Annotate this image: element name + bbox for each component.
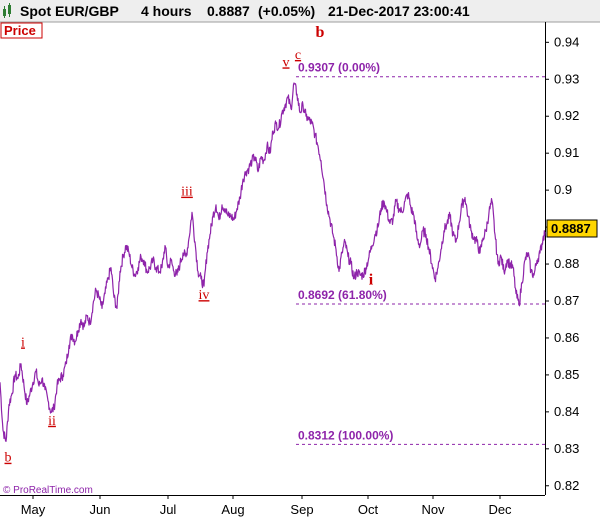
candle-icon <box>3 3 11 18</box>
x-tick-label: Oct <box>358 502 379 517</box>
y-tick-label: 0.94 <box>554 34 579 49</box>
header-datetime: 21-Dec-2017 23:00:41 <box>328 3 470 19</box>
x-tick-label: Jul <box>160 502 177 517</box>
fib-level-label: 0.8312 (100.00%) <box>298 428 393 442</box>
wave-label: ii <box>48 414 56 429</box>
y-tick-label: 0.82 <box>554 478 579 493</box>
y-tick-label: 0.84 <box>554 404 579 419</box>
last-price: 0.8887 <box>207 3 250 19</box>
wave-label: v <box>283 55 290 70</box>
fib-level-label: 0.9307 (0.00%) <box>298 61 380 75</box>
x-tick-label: Jun <box>90 502 111 517</box>
y-tick-label: 0.87 <box>554 293 579 308</box>
y-tick-label: 0.86 <box>554 330 579 345</box>
series-layer <box>0 82 546 442</box>
wave-label: b <box>5 451 12 466</box>
panel-label: Price <box>4 23 36 38</box>
panel-label-box <box>0 22 43 39</box>
y-tick-label: 0.85 <box>554 367 579 382</box>
x-tick-label: Dec <box>488 502 512 517</box>
x-tick-label: May <box>21 502 46 517</box>
y-tick-label: 0.88 <box>554 256 579 271</box>
x-tick-label: Nov <box>421 502 445 517</box>
header-bar <box>0 0 600 22</box>
price-badge-text: 0.8887 <box>551 221 591 236</box>
y-tick-label: 0.93 <box>554 71 579 86</box>
y-tick-label: 0.92 <box>554 108 579 123</box>
x-axis: May Jun Jul Aug Sep Oct Nov Dec <box>21 495 512 517</box>
y-tick-label: 0.83 <box>554 441 579 456</box>
copyright: © ProRealTime.com <box>3 485 93 496</box>
y-tick-label: 0.9 <box>554 182 572 197</box>
wave-label: iv <box>199 288 210 303</box>
fibonacci-levels: 0.9307 (0.00%) 0.8692 (61.80%) 0.8312 (100… <box>296 61 545 445</box>
y-axis: 0.940.930.920.910.90.890.880.870.860.850… <box>545 34 579 493</box>
wave-label: c <box>295 48 301 63</box>
wave-label: b <box>316 24 325 41</box>
x-tick-label: Sep <box>290 502 313 517</box>
y-tick-label: 0.91 <box>554 145 579 160</box>
x-tick-label: Aug <box>221 502 244 517</box>
wave-label: i <box>369 271 374 288</box>
fib-level-label: 0.8692 (61.80%) <box>298 288 387 302</box>
price-badge <box>546 219 598 238</box>
wave-label: iii <box>181 185 193 200</box>
price-change: (+0.05%) <box>258 3 315 19</box>
price-series-line <box>0 82 546 442</box>
timeframe: 4 hours <box>141 3 192 19</box>
wave-label: i <box>21 335 25 350</box>
instrument-name: Spot EUR/GBP <box>20 3 119 19</box>
